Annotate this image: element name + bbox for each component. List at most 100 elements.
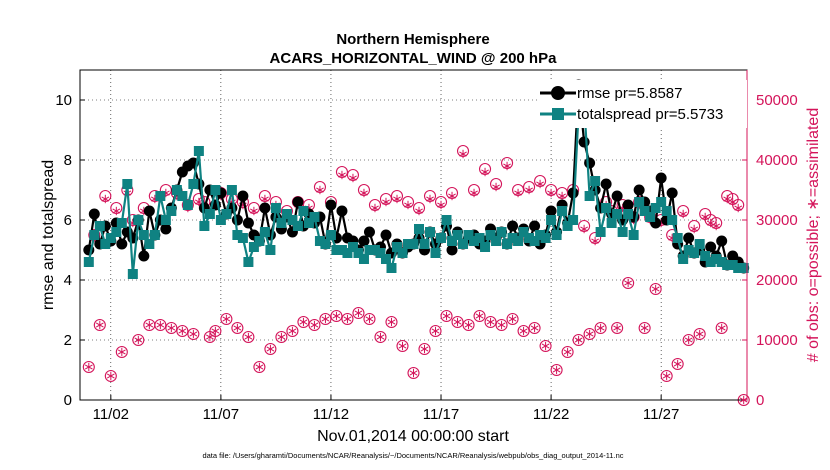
obs-assimilated-stroke — [145, 322, 154, 328]
rmse-point — [622, 199, 634, 211]
obs-assimilated-stroke — [547, 190, 555, 196]
obs-assimilated-stroke — [349, 175, 357, 181]
obs-assimilated-stroke — [277, 334, 286, 340]
y-tick-label-left: 8 — [64, 152, 72, 169]
rmse-point — [633, 184, 645, 196]
obs-possible-marker — [115, 345, 128, 359]
obs-assimilated-marker — [552, 365, 561, 375]
totalspread-point — [188, 179, 199, 189]
obs-assimilated-marker — [393, 194, 401, 204]
obs-assimilated-stroke — [695, 331, 704, 337]
obs-assimilated-marker — [117, 347, 126, 357]
totalspread-point — [430, 248, 441, 258]
obs-possible-marker — [550, 363, 563, 377]
obs-possible-marker — [176, 324, 189, 338]
totalspread-point — [650, 203, 661, 213]
obs-assimilated-marker — [101, 194, 110, 204]
obs-assimilated-marker — [316, 185, 324, 195]
obs-assimilated-stroke — [382, 199, 390, 205]
obs-assimilated-stroke — [596, 325, 605, 331]
obs-assimilated-stroke — [475, 313, 484, 319]
obs-possible-marker — [506, 312, 519, 326]
obs-assimilated-marker — [338, 170, 346, 180]
obs-assimilated-stroke — [464, 322, 473, 328]
obs-assimilated-marker — [255, 362, 264, 372]
obs-assimilated-marker — [106, 371, 115, 381]
obs-assimilated-marker — [591, 236, 599, 246]
obs-assimilated-stroke — [255, 364, 264, 370]
rmse-point — [655, 172, 667, 184]
obs-assimilated-stroke — [552, 367, 561, 373]
obs-possible-marker — [429, 324, 442, 338]
totalspread-point — [347, 242, 358, 252]
totalspread-point — [716, 257, 727, 267]
obs-assimilated-stroke — [211, 328, 220, 334]
totalspread-point — [485, 230, 496, 240]
rmse-point — [611, 190, 623, 202]
totalspread-point — [265, 245, 276, 255]
obs-assimilated-marker — [431, 326, 440, 336]
totalspread-point — [386, 263, 397, 273]
totalspread-point — [353, 248, 364, 258]
totalspread-point — [639, 206, 650, 216]
rmse-point — [259, 202, 271, 214]
obs-assimilated-stroke — [365, 316, 374, 322]
chart-subtitle: ACARS_HORIZONTAL_WIND @ 200 hPa — [270, 50, 558, 67]
totalspread-point — [89, 230, 100, 240]
totalspread-point — [733, 263, 744, 273]
obs-assimilated-stroke — [640, 325, 649, 331]
rmse-point — [507, 220, 519, 232]
chart-title: Northern Hemisphere — [336, 31, 489, 48]
obs-possible-marker — [264, 342, 277, 356]
x-tick-label: 11/17 — [423, 406, 459, 423]
obs-assimilated-marker — [673, 359, 682, 369]
x-tick-label: 11/27 — [643, 406, 679, 423]
totalspread-point — [100, 239, 111, 249]
obs-assimilated-stroke — [690, 226, 699, 232]
obs-assimilated-marker — [640, 323, 649, 333]
legend-rmse-marker — [551, 86, 565, 100]
y-tick-label-left: 10 — [55, 92, 72, 109]
obs-possible-marker — [572, 333, 585, 347]
totalspread-point — [210, 185, 221, 195]
obs-assimilated-stroke — [117, 349, 126, 355]
obs-assimilated-stroke — [684, 337, 693, 343]
obs-assimilated-stroke — [387, 319, 396, 325]
y-tick-label-right: 30000 — [756, 212, 798, 229]
totalspread-point — [358, 254, 369, 264]
totalspread-point — [727, 260, 738, 270]
totalspread-point — [562, 221, 573, 231]
obs-assimilated-marker — [84, 362, 93, 372]
obs-possible-marker — [253, 360, 266, 374]
rmse-point — [529, 220, 541, 232]
obs-assimilated-stroke — [189, 331, 198, 337]
y-tick-label-right: 10000 — [756, 332, 798, 349]
obs-assimilated-marker — [459, 149, 467, 159]
obs-assimilated-marker — [387, 317, 396, 327]
obs-assimilated-stroke — [673, 361, 682, 367]
obs-assimilated-marker — [448, 191, 456, 201]
obs-assimilated-marker — [613, 323, 622, 333]
obs-assimilated-stroke — [310, 322, 319, 328]
obs-possible-marker — [82, 360, 95, 374]
obs-possible-marker — [385, 315, 398, 329]
obs-assimilated-stroke — [613, 325, 622, 331]
obs-assimilated-stroke — [481, 169, 489, 175]
totalspread-point — [700, 251, 711, 261]
obs-assimilated-stroke — [321, 316, 330, 322]
obs-assimilated-marker — [695, 329, 704, 339]
obs-possible-marker — [132, 333, 145, 347]
obs-assimilated-marker — [734, 203, 743, 213]
obs-assimilated-stroke — [316, 187, 324, 193]
totalspread-point — [507, 233, 518, 243]
obs-possible-marker — [187, 327, 200, 341]
totalspread-point — [672, 233, 683, 243]
totalspread-point — [711, 254, 722, 264]
totalspread-point — [276, 218, 287, 228]
totalspread-point — [414, 224, 425, 234]
totalspread-point — [325, 230, 336, 240]
obs-assimilated-stroke — [492, 184, 500, 190]
obs-assimilated-marker — [112, 206, 121, 216]
obs-assimilated-marker — [288, 326, 297, 336]
obs-possible-marker — [286, 324, 299, 338]
